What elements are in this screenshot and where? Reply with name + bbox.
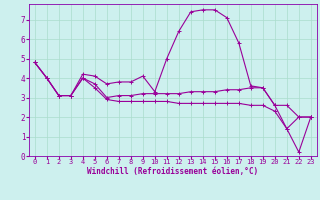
X-axis label: Windchill (Refroidissement éolien,°C): Windchill (Refroidissement éolien,°C): [87, 167, 258, 176]
